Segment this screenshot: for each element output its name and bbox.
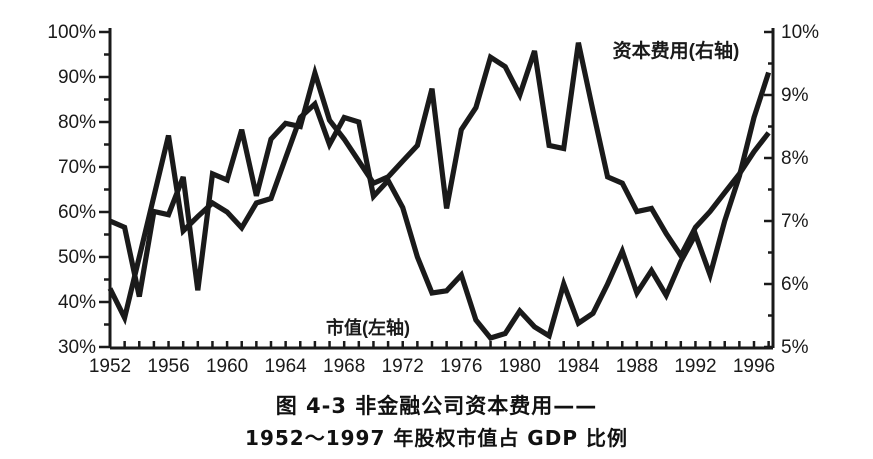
x-axis-label: 1964 (264, 356, 307, 377)
left-axis-label: 80% (58, 112, 96, 133)
x-axis-label: 1980 (499, 356, 541, 377)
right-axis-label: 5% (781, 337, 809, 358)
left-axis-label: 50% (58, 247, 96, 268)
x-axis-label: 1952 (89, 356, 131, 377)
left-axis-label: 40% (58, 292, 96, 313)
figure-caption-line2: 1952～1997 年股权市值占 GDP 比例 (245, 426, 628, 450)
x-axis-label: 1996 (733, 356, 775, 377)
left-axis-label: 100% (47, 22, 96, 43)
series-capital-cost-line (108, 42, 771, 298)
x-axis-label: 1968 (323, 356, 365, 377)
x-axis-label: 1976 (440, 356, 482, 377)
series-market-value-line (107, 71, 772, 341)
x-axis-label: 1972 (382, 356, 424, 377)
market-value-series-label: 市值(左轴) (326, 317, 410, 338)
x-axis-label: 1988 (616, 356, 658, 377)
x-axis-label: 1992 (674, 356, 716, 377)
x-axis-label: 1984 (557, 356, 600, 377)
right-axis-label: 7% (781, 211, 809, 232)
right-axis-label: 10% (781, 22, 819, 43)
left-axis-label: 60% (58, 202, 96, 223)
figure-caption-line1: 图 4-3 非金融公司资本费用—— (275, 394, 598, 418)
capital-cost-series-label: 资本费用(右轴) (613, 39, 740, 62)
right-axis-label: 9% (781, 85, 809, 106)
right-axis-label: 6% (781, 274, 809, 295)
left-axis-label: 90% (58, 67, 96, 88)
x-axis-label: 1960 (206, 356, 248, 377)
left-axis-label: 70% (58, 157, 96, 178)
right-axis-label: 8% (781, 148, 809, 169)
x-axis-label: 1956 (147, 356, 189, 377)
left-axis-label: 30% (58, 337, 96, 358)
